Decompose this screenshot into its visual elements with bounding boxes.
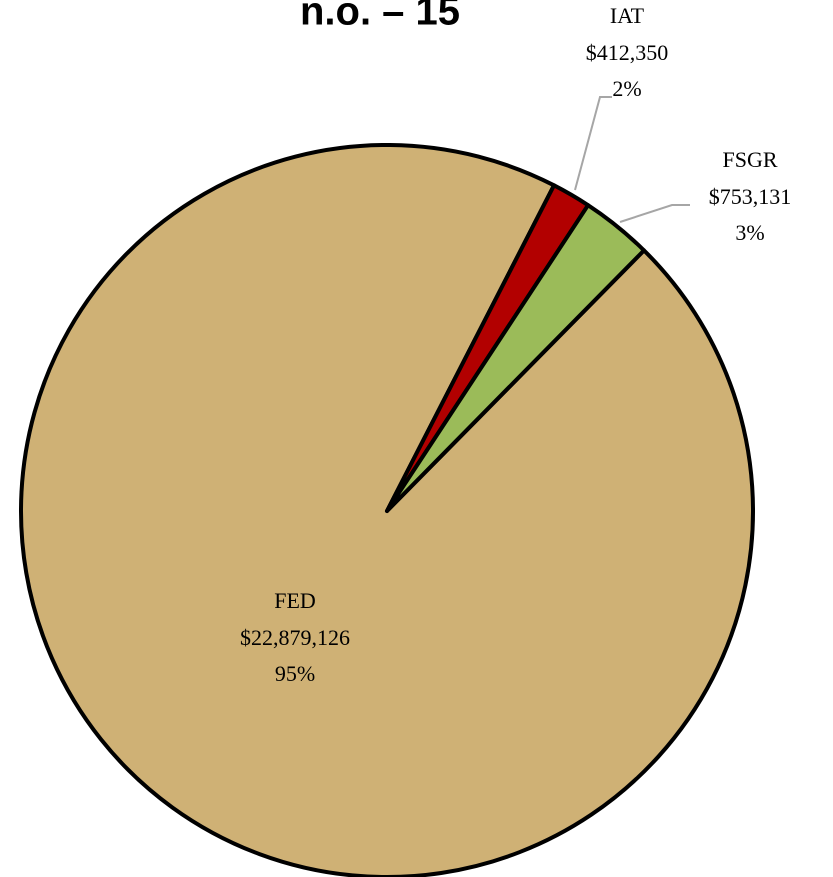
slice-name: FED: [274, 588, 316, 613]
percent-label: 95%: [275, 661, 315, 686]
percent-label: 3%: [735, 220, 764, 245]
value-label: $753,131: [709, 184, 792, 209]
leader-line: [619, 204, 690, 223]
slice-name: IAT: [610, 3, 645, 28]
value-label: $22,879,126: [240, 625, 350, 650]
percent-label: 2%: [612, 76, 641, 101]
pie-slice: [385, 203, 646, 513]
value-label: $412,350: [586, 40, 669, 65]
leader-line: [574, 96, 612, 191]
chart-title: n.o. – 15: [300, 0, 460, 34]
slice-name: FSGR: [722, 147, 777, 172]
